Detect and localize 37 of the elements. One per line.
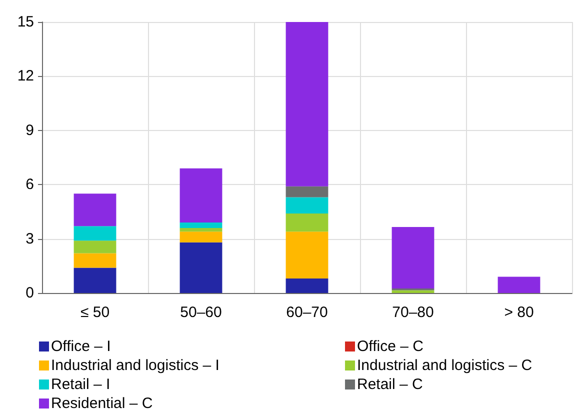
bar <box>392 290 434 293</box>
x-tick-label: 70–80 <box>392 304 434 321</box>
bar <box>180 222 222 228</box>
bar <box>74 268 116 293</box>
legend-label: Office – C <box>357 338 424 355</box>
bar <box>74 240 116 254</box>
bar <box>74 226 116 241</box>
bar <box>180 228 222 232</box>
y-tick-label: 15 <box>17 14 34 30</box>
legend-label: Industrial and logistics – C <box>357 357 532 374</box>
x-tick-label: ≤ 50 <box>80 304 110 321</box>
bar <box>74 253 116 268</box>
legend-label: Residential – C <box>51 395 153 412</box>
y-tick-label: 9 <box>26 122 34 139</box>
x-tick-label: 50–60 <box>180 304 222 321</box>
bar <box>286 22 328 186</box>
bar <box>286 278 328 293</box>
y-tick-label: 6 <box>26 176 34 194</box>
bar <box>392 227 434 288</box>
bar <box>286 186 328 198</box>
bar <box>180 232 222 242</box>
bar <box>286 197 328 214</box>
legend-label: Office – I <box>51 338 111 355</box>
bar <box>180 242 222 293</box>
legend-label: Retail – C <box>357 376 424 393</box>
bar <box>286 214 328 232</box>
x-tick-label: 60–70 <box>286 304 328 321</box>
legend-label: Industrial and logistics – I <box>51 357 220 374</box>
bar <box>180 168 222 223</box>
bar <box>74 194 116 226</box>
y-tick-label: 0 <box>26 284 34 302</box>
x-tick-label: > 80 <box>504 304 534 321</box>
y-tick-label: 12 <box>17 68 34 85</box>
bar <box>286 232 328 279</box>
legend-label: Retail – I <box>51 376 110 393</box>
bar <box>498 276 540 293</box>
y-tick-label: 3 <box>26 230 34 248</box>
